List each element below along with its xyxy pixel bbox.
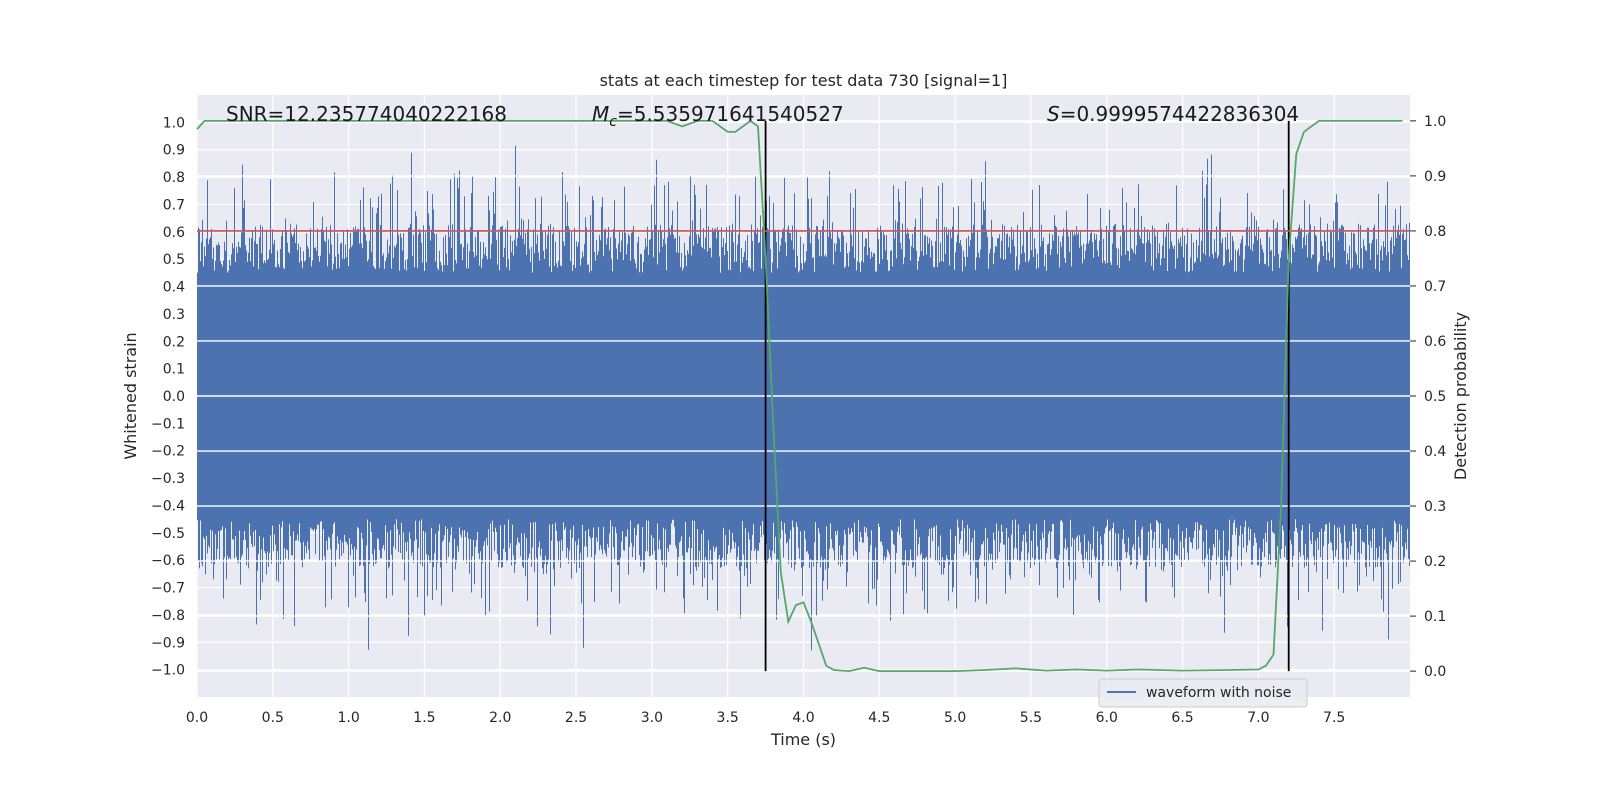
x-tick-label: 7.0 xyxy=(1247,710,1269,726)
y-tick-label: −0.9 xyxy=(151,635,185,651)
y2-tick-label: 0.7 xyxy=(1424,279,1446,295)
legend: waveform with noise xyxy=(1098,678,1308,708)
y-axis-ticks: 1.0 0.9 0.8 0.7 0.6 0.5 0.4 0.3 0.2 0.1 0.0 −0.1 −0.… xyxy=(151,115,185,678)
x-tick-label: 0.5 xyxy=(262,710,284,726)
x-tick-label: 2.5 xyxy=(565,710,587,726)
y-tick-label: 0.1 xyxy=(163,362,185,378)
y-tick-label: −0.1 xyxy=(151,416,185,432)
y-tick-label: −0.7 xyxy=(151,581,185,597)
mc-subscript: c xyxy=(609,114,617,130)
legend-box xyxy=(1098,678,1308,708)
y2-tick-label: 1.0 xyxy=(1424,114,1446,130)
chirp-mass-annotation: Mc=5.535971641540527 xyxy=(592,102,844,130)
legend-entry: waveform with noise xyxy=(1146,685,1291,701)
vertical-markers xyxy=(764,120,1290,672)
x-tick-label: 1.5 xyxy=(413,710,435,726)
x-axis-label: Time (s) xyxy=(770,730,836,749)
y-tick-label: 0.2 xyxy=(163,334,185,350)
y2-tick-label: 0.6 xyxy=(1424,334,1446,350)
x-tick-label: 1.0 xyxy=(337,710,359,726)
s-value: =0.9999574422836304 xyxy=(1060,102,1299,126)
y2-axis-ticks: 1.0 0.9 0.8 0.7 0.6 0.5 0.4 0.3 0.2 0.1 0.0 xyxy=(1410,114,1446,680)
y-tick-label: 0.0 xyxy=(163,389,185,405)
y-tick-label: −0.2 xyxy=(151,444,185,460)
x-tick-label: 4.0 xyxy=(792,710,814,726)
mc-value: =5.535971641540527 xyxy=(617,102,844,126)
mc-symbol: M xyxy=(592,102,609,126)
snr-annotation: SNR=12.235774040222168 xyxy=(226,102,507,126)
y-tick-label: −0.8 xyxy=(151,608,185,624)
y2-tick-label: 0.8 xyxy=(1424,224,1446,240)
chart-title: stats at each timestep for test data 730… xyxy=(600,71,1008,90)
x-tick-label: 6.0 xyxy=(1096,710,1118,726)
x-tick-label: 3.0 xyxy=(641,710,663,726)
y-tick-label: −0.5 xyxy=(151,526,185,542)
x-tick-label: 7.5 xyxy=(1323,710,1345,726)
x-axis-ticks: 0.0 0.5 1.0 1.5 2.0 2.5 3.0 3.5 4.0 4.5 5.0 5.5 6.0 6… xyxy=(186,710,1345,726)
y-tick-label: 1.0 xyxy=(163,115,185,131)
x-tick-label: 0.0 xyxy=(186,710,208,726)
y2-tick-label: 0.3 xyxy=(1424,499,1446,515)
s-symbol: S xyxy=(1047,102,1060,126)
y-tick-label: −0.6 xyxy=(151,553,185,569)
x-tick-label: 6.5 xyxy=(1171,710,1193,726)
y2-tick-label: 0.9 xyxy=(1424,169,1446,185)
y2-tick-label: 0.1 xyxy=(1424,609,1446,625)
y-axis-label: Whitened strain xyxy=(121,332,140,459)
y-tick-label: 0.4 xyxy=(163,280,185,296)
probability-series xyxy=(196,119,1403,673)
y2-tick-label: 0.0 xyxy=(1424,664,1446,680)
y2-tick-label: 0.5 xyxy=(1424,389,1446,405)
y-tick-label: 0.9 xyxy=(163,143,185,159)
x-tick-label: 5.5 xyxy=(1020,710,1042,726)
y-tick-label: −0.4 xyxy=(151,498,185,514)
x-tick-label: 5.0 xyxy=(944,710,966,726)
y-tick-label: 0.6 xyxy=(163,225,185,241)
y2-axis-label: Detection probability xyxy=(1451,312,1470,480)
y-tick-label: 0.8 xyxy=(163,170,185,186)
x-tick-label: 2.0 xyxy=(489,710,511,726)
score-annotation: S=0.9999574422836304 xyxy=(1047,102,1299,126)
y2-tick-label: 0.2 xyxy=(1424,554,1446,570)
y2-tick-label: 0.4 xyxy=(1424,444,1446,460)
x-tick-label: 4.5 xyxy=(868,710,890,726)
y-tick-label: 0.3 xyxy=(163,307,185,323)
y-tick-label: −0.3 xyxy=(151,471,185,487)
y-tick-label: 0.5 xyxy=(163,252,185,268)
y-tick-label: −1.0 xyxy=(151,663,185,679)
y-tick-label: 0.7 xyxy=(163,197,185,213)
x-tick-label: 3.5 xyxy=(717,710,739,726)
